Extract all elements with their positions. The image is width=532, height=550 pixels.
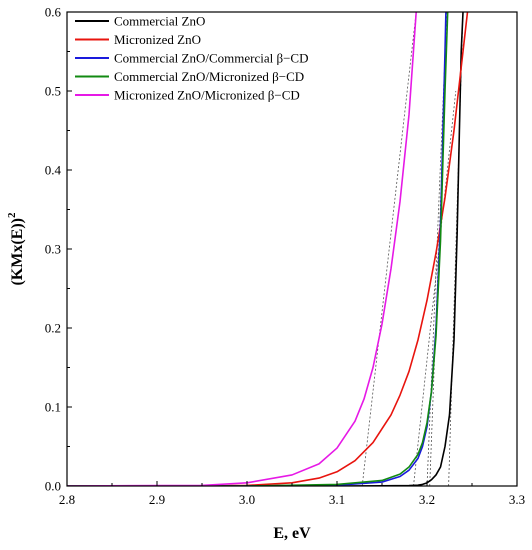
y-tick-label: 0.5	[45, 84, 61, 99]
series-line	[67, 12, 449, 486]
x-tick-label: 2.9	[149, 492, 165, 507]
legend: Commercial ZnO Micronized ZnO Commercial Z…	[75, 14, 308, 103]
y-tick-label: 0.4	[45, 163, 62, 178]
x-axis-title: E, eV	[273, 525, 311, 542]
x-tick-label: 3.0	[239, 492, 255, 507]
legend-label: Commercial ZnO/Micronized β−CD	[114, 69, 304, 84]
x-axis: 2.8 2.9 3.0 3.1 3.2 3.3	[59, 481, 525, 507]
series-line	[67, 12, 417, 486]
legend-label: Commercial ZnO	[114, 14, 205, 29]
legend-label: Micronized ZnO	[114, 32, 201, 47]
x-tick-label: 3.3	[509, 492, 525, 507]
y-tick-label: 0.1	[45, 400, 61, 415]
x-tick-label: 2.8	[59, 492, 75, 507]
y-axis-title-superscript: 2	[6, 212, 18, 218]
tangent-line	[448, 12, 464, 486]
tangent-line	[413, 90, 457, 486]
y-tick-label: 0.0	[45, 479, 61, 494]
tangent-lines	[361, 12, 464, 486]
y-axis: 0.0 0.1 0.2 0.3 0.4 0.5 0.6	[45, 5, 72, 494]
y-tick-label: 0.3	[45, 242, 61, 257]
tangent-line	[361, 12, 417, 486]
y-axis-title-main: (KMx(E))	[9, 218, 26, 286]
x-tick-label: 3.2	[419, 492, 435, 507]
y-tick-label: 0.6	[45, 5, 62, 20]
x-tick-label: 3.1	[329, 492, 345, 507]
legend-label: Micronized ZnO/Micronized β−CD	[114, 88, 300, 103]
legend-label: Commercial ZnO/Commercial β−CD	[114, 51, 308, 66]
y-tick-label: 0.2	[45, 321, 61, 336]
y-axis-title: (KMx(E))2	[6, 212, 26, 286]
series-line	[67, 12, 469, 486]
